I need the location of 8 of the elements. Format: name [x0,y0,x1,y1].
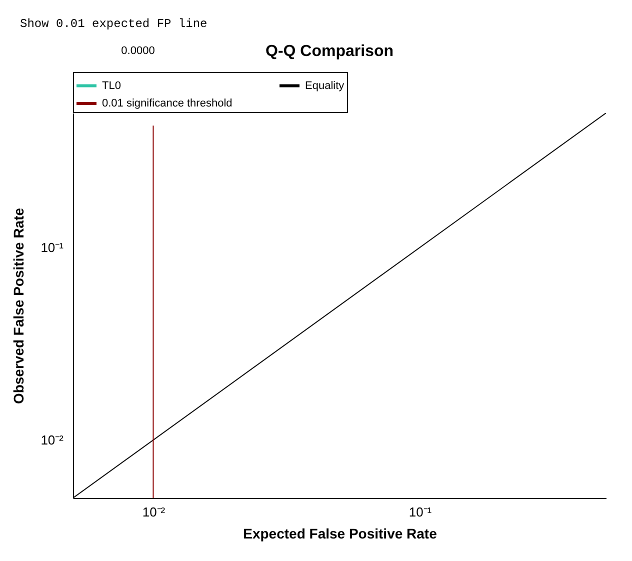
chart-title: Q-Q Comparison [265,43,394,60]
legend-label: TL0 [102,80,121,92]
legend-label: Equality [305,80,345,92]
text: 0.0000 [121,45,155,57]
legend-label: 0.01 significance threshold [102,98,232,110]
x-axis-title: Expected False Positive Rate [243,526,438,542]
y-axis-title: Observed False Positive Rate [10,208,27,404]
text: Show 0.01 expected FP line [20,17,208,31]
